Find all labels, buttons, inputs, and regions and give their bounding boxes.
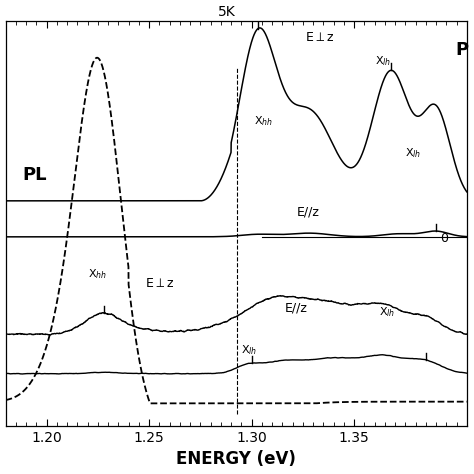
Text: E$\perp$z: E$\perp$z	[305, 31, 334, 45]
Text: X$_{hh}$: X$_{hh}$	[254, 114, 273, 128]
Text: X$_{lh}$: X$_{lh}$	[379, 305, 395, 319]
Text: E//z: E//z	[297, 206, 319, 219]
Text: X$_{lh}$: X$_{lh}$	[241, 343, 257, 357]
Text: E//z: E//z	[284, 302, 307, 315]
Text: X$_{lh}$: X$_{lh}$	[405, 146, 421, 160]
Text: 5K: 5K	[218, 5, 236, 19]
Text: P: P	[456, 41, 469, 59]
Text: X$_{hh}$: X$_{hh}$	[88, 267, 107, 281]
Text: 0: 0	[440, 232, 448, 245]
Text: E$\perp$z: E$\perp$z	[145, 277, 174, 290]
X-axis label: ENERGY (eV): ENERGY (eV)	[176, 450, 296, 468]
Text: PL: PL	[22, 166, 46, 184]
Text: X$_{lh}$: X$_{lh}$	[374, 54, 391, 68]
